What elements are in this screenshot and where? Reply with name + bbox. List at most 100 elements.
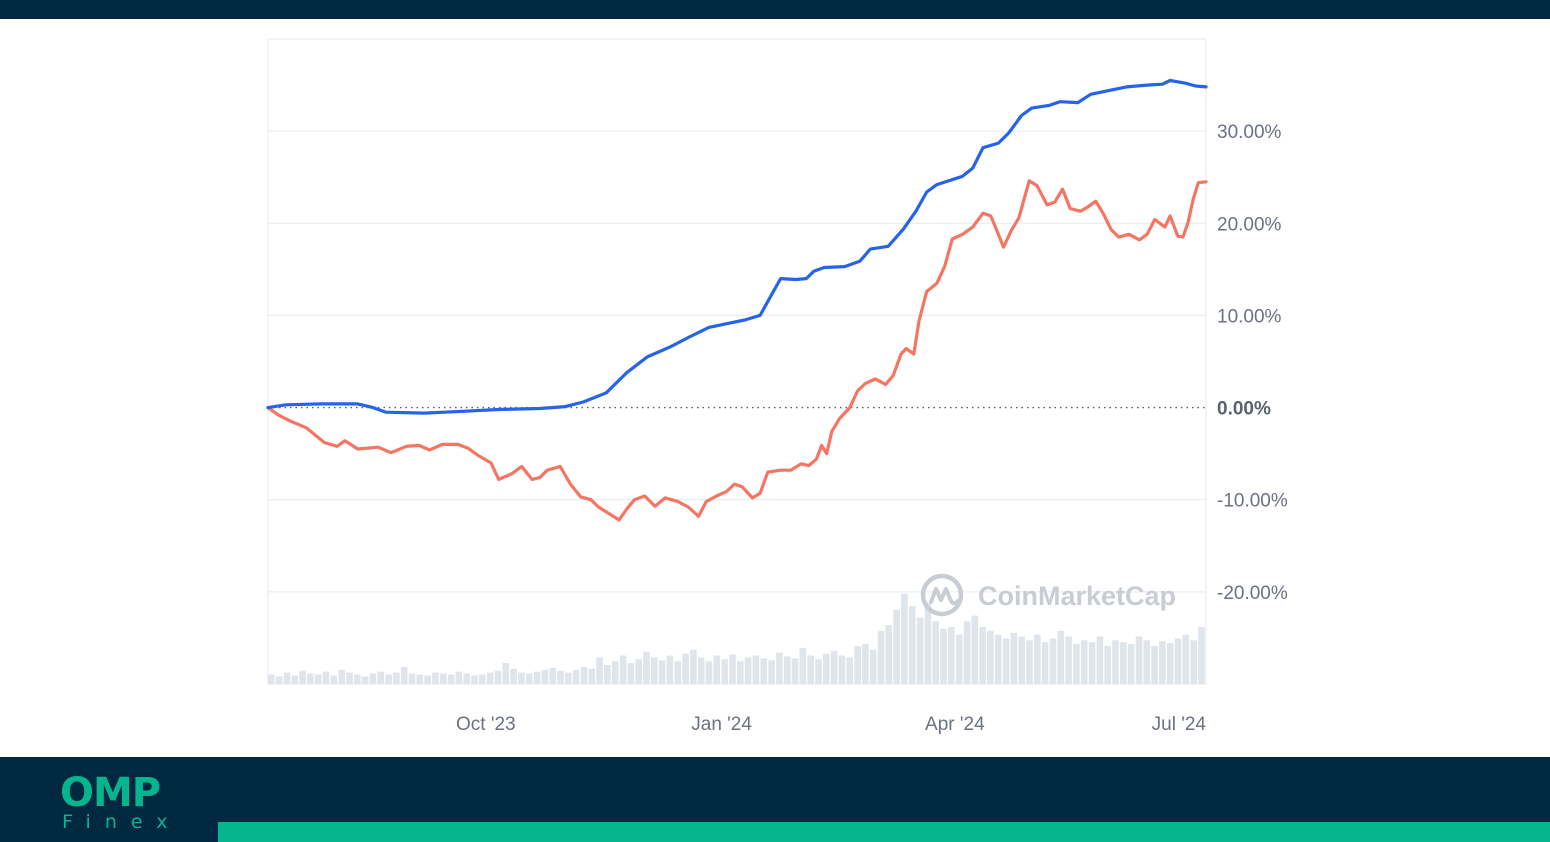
volume-bar [1002,638,1010,684]
volume-bar [1088,642,1096,684]
volume-bar [651,657,658,684]
volume-bar [1151,646,1158,684]
volume-bar [643,651,650,684]
volume-bar [1112,640,1119,684]
x-tick-label: Jul '24 [1152,714,1207,735]
x-axis-labels: Oct '23 Jan '24 Apr '24 Jul '24 [456,714,1206,735]
volume-bar [518,672,525,684]
series-line [266,78,1208,415]
volume-bar [1198,627,1205,684]
volume-bar [572,669,580,685]
volume-bar [1135,636,1143,684]
volume-bar [1104,646,1111,684]
volume-bar [502,663,510,684]
volume-bar [611,661,619,684]
volume-bar [1096,636,1104,684]
volume-bar [1159,641,1166,685]
volume-bar [486,672,494,684]
volume-bar [963,621,971,684]
coinmarketcap-logo-wave [929,587,960,606]
y-tick-label: -20.00% [1217,583,1288,604]
volume-bar [807,655,814,684]
volume-bar [1041,642,1049,684]
volume-bar [1026,640,1033,684]
volume-bar [768,660,775,685]
volume-bar [705,661,713,684]
volume-bar [580,666,588,684]
volume-bar [393,672,400,684]
performance-chart: CoinMarketCap 30.00% 20.00% 10.00% 0.00% -10… [266,38,1288,735]
volume-bar [299,670,306,684]
volume-bar [471,675,478,684]
volume-bar [416,674,424,684]
volume-bar [729,654,736,684]
volume-bar [932,621,939,684]
coinmarketcap-watermark: CoinMarketCap [920,573,1176,617]
x-tick-label: Apr '24 [925,714,985,735]
volume-bar [1073,644,1080,684]
volume-bar [1190,640,1197,684]
volume-bar [510,668,517,684]
volume-bar [1018,636,1025,684]
volume-bar [369,673,377,684]
volume-bar [455,671,463,684]
volume-bar [955,634,963,684]
volume-bar [674,661,682,684]
volume-bar [447,674,455,684]
volume-bar [494,670,502,684]
volume-bar [721,659,728,684]
volume-bar [924,602,932,684]
volume-bar [846,657,853,684]
volume-bar [1049,638,1057,684]
volume-bar [283,672,291,684]
volume-bar [1080,640,1088,684]
series-line [266,179,1208,522]
volume-bar [361,676,369,684]
y-tick-label: 30.00% [1217,122,1282,143]
volume-bar [658,660,666,685]
volume-bar [885,625,893,684]
volume-bar [463,673,470,684]
volume-bar [377,671,384,684]
volume-bar [682,653,689,684]
footer-accent-stripe [218,822,1550,842]
volume-bar [1143,640,1151,684]
volume-bar [690,649,697,684]
volume-bar [909,606,916,684]
volume-bar [619,655,627,684]
plot-area [267,38,1207,685]
volume-bar [1182,634,1190,684]
volume-bars [268,593,1205,685]
volume-bar [830,650,838,685]
y-axis-labels: 30.00% 20.00% 10.00% 0.00% -10.00% -20.00% [1217,122,1288,604]
y-tick-label: -10.00% [1217,491,1288,512]
volume-bar [737,661,744,684]
volume-bar [1034,634,1041,684]
volume-bar [815,659,822,684]
volume-bar [541,669,549,685]
volume-bar [307,673,314,684]
volume-bar [338,669,345,685]
volume-bar [862,644,869,684]
volume-bar [1057,630,1065,684]
volume-bar [533,671,541,684]
volume-bar [596,657,603,684]
volume-bar [322,671,330,684]
coinmarketcap-logo-icon [920,573,964,617]
volume-bar [697,657,705,684]
volume-bar [408,673,416,684]
volume-bar [526,673,533,684]
volume-bar [854,646,861,684]
watermark-text: CoinMarketCap [978,581,1176,611]
volume-bar [1010,632,1018,684]
y-tick-label: 10.00% [1217,306,1282,327]
y-tick-label: 0.00% [1217,399,1271,420]
volume-bar [744,657,752,684]
plot-frame [267,38,1207,685]
volume-bar [346,672,353,684]
x-tick-label: Jan '24 [691,714,752,735]
volume-bar [1174,638,1182,684]
top-bar [0,0,1550,19]
volume-bar [948,627,955,684]
series-lines [266,78,1208,522]
